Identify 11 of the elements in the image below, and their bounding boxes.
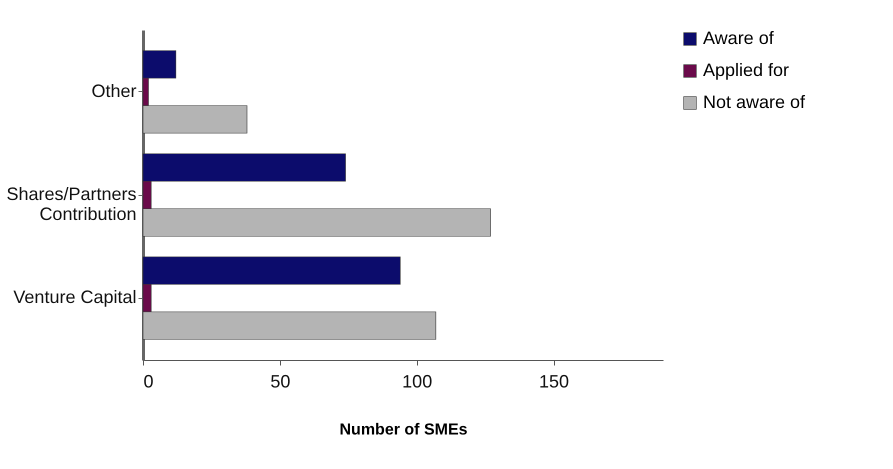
legend-label: Applied for: [703, 60, 790, 80]
x-tick-label: 100: [402, 372, 432, 392]
legend-label: Aware of: [703, 28, 775, 48]
x-tick-label: 50: [270, 372, 290, 392]
y-tick-label: Venture Capital: [13, 287, 136, 308]
x-tick-label: 0: [144, 372, 154, 392]
x-tick-label: 150: [539, 372, 570, 392]
y-tick-label: Other: [91, 80, 136, 101]
legend-label: Not aware of: [703, 92, 806, 112]
y-tick-label: Shares/Partners Contribution: [6, 184, 136, 224]
x-axis-title: Number of SMEs: [339, 422, 468, 438]
